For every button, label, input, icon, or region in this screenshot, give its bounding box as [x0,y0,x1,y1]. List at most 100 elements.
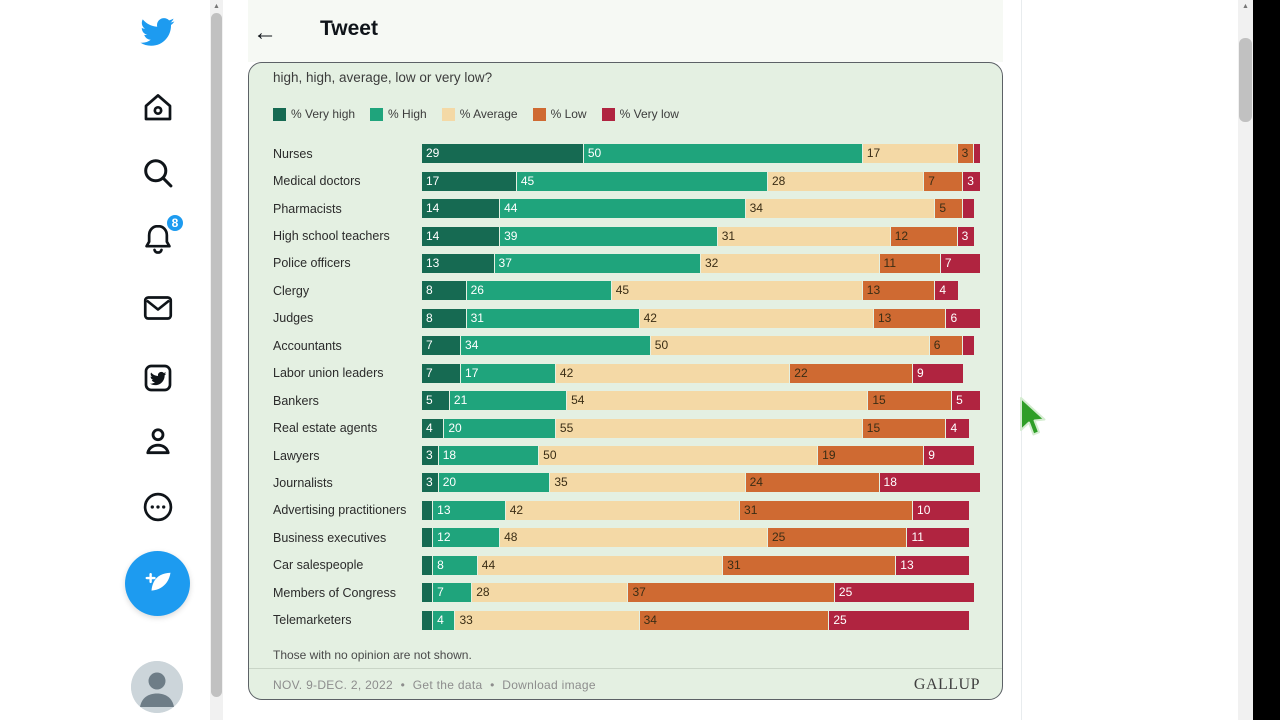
sidebar-item-messages[interactable] [139,289,177,327]
stacked-bar: 8 31 42 13 6 [422,308,980,328]
bar-value-label: 18 [442,448,457,463]
bar-segment: 9 [913,363,964,383]
bar-segment: 3 [957,226,975,246]
bar-value-label: 31 [744,502,758,517]
stacked-bar: 7 34 50 6 [422,336,975,356]
chart-row: Nurses 29 50 17 3 [273,140,982,167]
bar-segment: 15 [862,418,947,438]
legend-label: % Very high [291,107,356,121]
bar-segment: 14 [422,226,501,246]
bar-segment: 4 [433,610,456,630]
chart-footer: NOV. 9-DEC. 2, 2022 • Get the data • Dow… [273,676,980,694]
bar-segment: 34 [461,336,651,356]
chart-row: Police officers 13 37 32 11 7 [273,250,982,277]
person-icon [146,428,170,455]
bar-value-label: 54 [571,393,585,408]
bar-segment: 18 [438,446,540,466]
sidebar-item-twitter-blue[interactable] [139,359,177,397]
legend-swatch [601,107,615,121]
twitter-logo-icon[interactable] [131,10,183,54]
bar-segment: 5 [422,391,450,411]
bar-value-label: 9 [917,365,924,380]
row-label: Business executives [273,530,387,545]
row-label: Car salespeople [273,558,364,573]
row-label: Advertising practitioners [273,503,407,518]
page-title: Tweet [320,17,378,40]
bar-value-label: 33 [459,612,473,627]
inner-scrollbar[interactable]: ▲ [210,0,223,720]
bar-segment: 28 [767,171,925,191]
sidebar-item-notifications[interactable]: 8 [139,213,185,258]
get-the-data-link: Get the data [412,678,483,692]
bar-value-label: 7 [928,173,935,188]
bar-segment: 33 [455,610,640,630]
bar-value-label: 3 [426,448,433,463]
bar-segment: 29 [422,144,584,164]
legend-item: % Low [532,107,587,121]
bar-segment: 14 [422,199,501,219]
row-label: Members of Congress [273,585,396,600]
bar-value-label: 7 [426,338,433,353]
scroll-up-arrow-icon[interactable]: ▲ [1242,3,1249,10]
screen-black-bar [1253,0,1280,720]
bar-segment: 3 [957,144,975,164]
browser-scrollbar-thumb[interactable] [1239,38,1252,122]
bar-segment: 4 [946,418,969,438]
stacked-bar: 3 18 50 19 9 [422,446,975,466]
header-backdrop [248,0,1003,62]
bar-segment: 5 [935,199,964,219]
bar-segment: 12 [433,528,501,548]
inner-scrollbar-thumb[interactable] [211,13,222,697]
legend-label: % Average [459,107,518,121]
sidebar-item-home[interactable] [139,88,177,126]
bar-segment: 8 [433,555,478,575]
compose-tweet-button[interactable] [125,551,190,616]
account-avatar[interactable] [131,661,183,713]
bar-segment: 42 [555,363,791,383]
bar-value-label: 25 [771,530,786,545]
bar-value-label: 37 [498,255,512,270]
twitter-blue-icon [144,364,172,392]
bar-value-label: 17 [426,173,440,188]
bar-segment: 54 [567,391,869,411]
search-icon [144,159,173,188]
bar-segment: 45 [516,171,768,191]
sidebar-item-explore[interactable] [139,154,177,192]
chart-row: Journalists 3 20 35 24 18 [273,469,982,496]
bar-value-label: 50 [587,146,602,161]
bar-value-label: 4 [426,420,433,435]
tweet-image[interactable]: high, high, average, low or very low? % … [248,62,1003,700]
sidebar-item-more[interactable] [139,488,177,526]
more-ellipsis-icon [143,492,173,522]
bar-segment: 50 [650,336,930,356]
bar-value-label: 45 [615,283,630,298]
stacked-bar: 17 45 28 7 3 [422,171,980,191]
chart-source-line: NOV. 9-DEC. 2, 2022 • Get the data • Dow… [273,678,596,692]
bar-segment: 3 [422,446,439,466]
browser-scrollbar[interactable]: ▲ [1238,0,1253,720]
stacked-bar: 3 20 35 24 18 [422,473,980,493]
bar-segment: 10 [913,500,969,520]
chart-row: High school teachers 14 39 31 12 3 [273,222,982,249]
bar-value-label: 3 [967,173,974,188]
scroll-up-arrow-icon[interactable]: ▲ [213,3,220,10]
bar-segment: 11 [907,528,969,548]
bar-segment [422,555,434,575]
compose-feather-icon [145,572,170,591]
sidebar-item-profile[interactable] [139,422,177,460]
bar-value-label: 20 [448,420,462,435]
stacked-bar: 8 44 31 13 [422,555,969,575]
bar-segment: 17 [862,144,958,164]
bar-value-label: 8 [426,283,433,298]
bar-value-label: 29 [426,146,440,161]
back-button[interactable]: ← [253,19,277,46]
bar-value-label: 31 [470,310,484,325]
legend-item: % Very low [601,107,679,121]
stacked-bar: 14 39 31 12 3 [422,226,975,246]
row-label: Police officers [273,256,351,271]
bar-value-label: 7 [426,365,433,380]
separator-dot: • [400,678,406,692]
bar-value-label: 3 [961,228,969,243]
bar-value-label: 13 [437,502,451,517]
bar-segment: 19 [818,446,925,466]
